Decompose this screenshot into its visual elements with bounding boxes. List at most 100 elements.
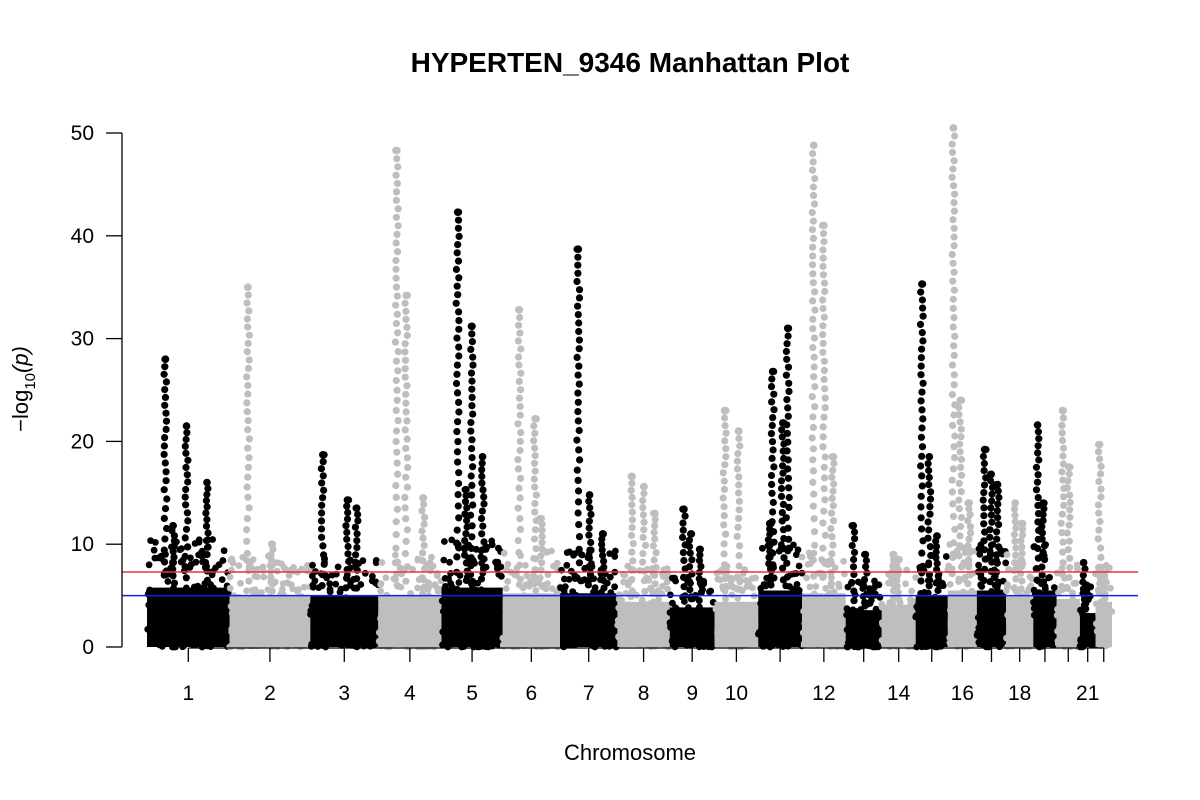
snp-peak-point [160, 442, 168, 450]
chromosome-3-points [307, 451, 382, 651]
snp-point [164, 578, 172, 585]
snp-point [582, 639, 590, 647]
snp-point [190, 634, 198, 642]
snp-peak-point [1059, 559, 1067, 567]
snp-peak-point [950, 233, 958, 241]
snp-peak-point [918, 388, 926, 396]
snp-peak-point [467, 511, 475, 519]
chromosome-20-points [1053, 406, 1084, 651]
snp-peak-point [957, 433, 965, 441]
snp-point [1023, 589, 1030, 597]
snp-point [318, 640, 326, 648]
snp-point [758, 637, 766, 645]
snp-peak-point [1095, 526, 1103, 534]
snp-point [761, 623, 769, 630]
snp-peak-point [950, 242, 958, 250]
snp-point [857, 606, 865, 613]
snp-peak-point [720, 477, 728, 485]
snp-point [795, 586, 803, 594]
snp-peak-point [574, 487, 583, 495]
snp-peak-point [391, 559, 399, 567]
snp-peak-point [919, 312, 927, 320]
snp-point [1058, 614, 1066, 621]
snp-peak-point [392, 188, 401, 196]
snp-peak-point [993, 507, 1001, 515]
snp-peak-point [403, 323, 411, 331]
snp-peak-point [454, 418, 462, 426]
snp-point [825, 611, 832, 619]
snp-point [623, 609, 631, 617]
snp-peak-point [641, 587, 649, 596]
snp-point [647, 643, 655, 650]
snp-peak-point [687, 595, 695, 603]
snp-point [284, 579, 291, 587]
snp-peak-point [733, 532, 741, 541]
snp-peak-point [779, 469, 787, 477]
snp-peak-point [243, 537, 251, 545]
snp-point [946, 639, 954, 647]
snp-point [167, 631, 175, 638]
snp-peak-point [204, 529, 212, 537]
snp-peak-point [993, 551, 1001, 559]
snp-point [397, 583, 405, 591]
snp-peak-point [957, 563, 966, 571]
snp-peak-point [181, 552, 189, 561]
snp-peak-point [1019, 525, 1027, 533]
snp-point [563, 561, 571, 569]
snp-point [765, 629, 773, 637]
snp-point [546, 640, 554, 648]
snp-peak-point [1058, 468, 1066, 476]
snp-peak-point [988, 558, 996, 566]
snp-peak-point [1010, 584, 1018, 592]
snp-peak-point [353, 584, 361, 592]
snp-peak-point [722, 453, 730, 461]
snp-point [617, 640, 625, 648]
snp-point [606, 550, 614, 557]
snp-point [457, 636, 464, 643]
snp-peak-point [809, 243, 817, 251]
snp-point [483, 634, 491, 642]
snp-peak-point [811, 403, 819, 411]
snp-peak-point [695, 596, 703, 605]
x-tick-label: 1 [182, 682, 194, 705]
snp-peak-point [720, 521, 728, 529]
snp-point [963, 628, 971, 636]
snp-peak-point [819, 246, 827, 254]
snp-peak-point [640, 518, 648, 526]
snp-peak-point [401, 299, 409, 307]
chromosome-10-peak-top [720, 406, 729, 415]
snp-peak-point [821, 496, 829, 504]
snp-peak-point [585, 524, 593, 532]
snp-point [344, 606, 352, 613]
snp-point [639, 618, 646, 625]
snp-peak-point [401, 348, 409, 356]
snp-point [766, 643, 774, 651]
snp-peak-point [1035, 435, 1043, 443]
snp-peak-point [949, 165, 957, 173]
snp-peak-point [516, 411, 524, 419]
snp-peak-point [344, 542, 352, 551]
snp-peak-point [161, 393, 170, 401]
snp-peak-point [454, 257, 463, 265]
snp-peak-point [987, 541, 996, 549]
snp-peak-point [955, 403, 963, 411]
snp-peak-point [531, 578, 539, 586]
snp-peak-point [1095, 477, 1103, 486]
snp-point [294, 588, 301, 595]
snp-peak-point [161, 434, 169, 442]
snp-peak-point [809, 150, 817, 158]
snp-peak-point [1058, 436, 1067, 445]
snp-peak-point [183, 509, 191, 517]
snp-point [424, 630, 431, 637]
snp-point [572, 641, 579, 648]
snp-peak-point [402, 408, 410, 416]
snp-point [988, 628, 996, 636]
snp-peak-point [685, 536, 694, 544]
snp-point [418, 624, 426, 632]
snp-peak-point [575, 294, 584, 302]
snp-point [293, 599, 301, 606]
snp-point [231, 604, 238, 612]
snp-point [814, 605, 822, 613]
snp-point [337, 609, 344, 617]
snp-peak-point [980, 481, 989, 489]
